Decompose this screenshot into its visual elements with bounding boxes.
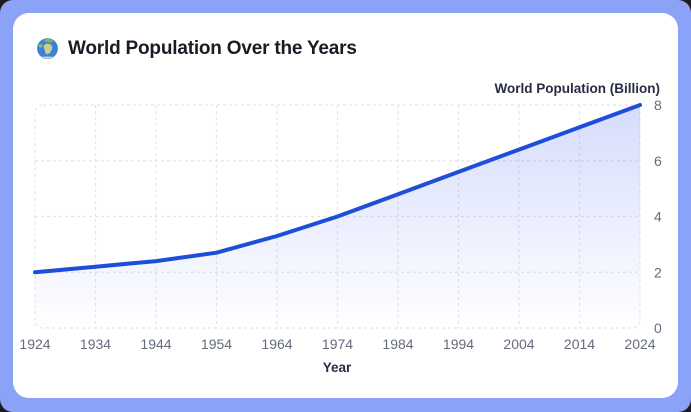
card-header: World Population Over the Years [36, 37, 357, 60]
x-tick-label: 1964 [261, 336, 292, 352]
y-tick-label: 4 [654, 209, 662, 225]
y-tick-label: 2 [654, 264, 662, 280]
x-tick-label: 1994 [443, 336, 474, 352]
x-tick-label: 1934 [80, 336, 111, 352]
population-line [33, 103, 642, 275]
x-tick-label: 1954 [201, 336, 232, 352]
globe-earth-icon [36, 37, 59, 60]
x-tick-label: 1974 [322, 336, 353, 352]
x-axis-title: Year [323, 360, 352, 375]
chart-card: World Population Over the Years World Po… [13, 13, 678, 398]
x-tick-label: 1924 [19, 336, 50, 352]
x-tick-label: 1984 [382, 336, 413, 352]
y-tick-label: 8 [654, 97, 662, 113]
y-axis-title: World Population (Billion) [495, 81, 660, 96]
x-axis-tick-labels: 1924 1934 1944 1954 1964 1974 1984 1994 2004 2014… [19, 336, 655, 352]
y-axis-tick-labels: 0 2 4 6 8 [654, 97, 662, 336]
population-line-chart: World Population (Billion) 1924 1934 1944 1… [19, 81, 662, 375]
x-tick-label: 1944 [140, 336, 171, 352]
y-tick-label: 6 [654, 153, 662, 169]
x-tick-label: 2014 [564, 336, 595, 352]
x-tick-label: 2004 [503, 336, 534, 352]
x-tick-label: 2024 [624, 336, 655, 352]
page-title: World Population Over the Years [68, 38, 357, 59]
y-tick-label: 0 [654, 320, 662, 336]
